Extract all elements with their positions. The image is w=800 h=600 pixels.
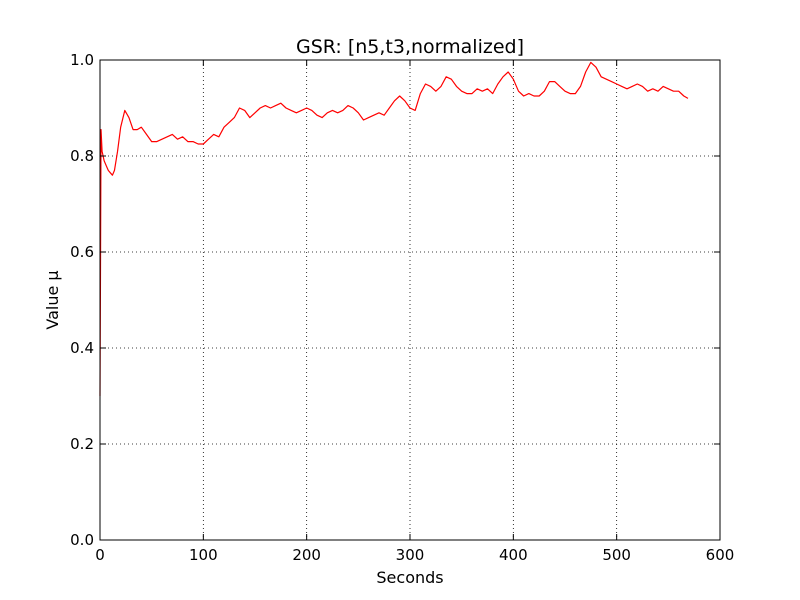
y-tick-label: 0.8 (70, 147, 94, 165)
x-tick-label: 100 (189, 546, 218, 564)
y-tick-label: 1.0 (70, 51, 94, 69)
y-axis-label: Value μ (43, 270, 62, 329)
y-tick-label: 0.6 (70, 243, 94, 261)
gsr-series-line (99, 61, 689, 397)
x-axis-label: Seconds (376, 568, 443, 587)
x-tick-label: 300 (396, 546, 425, 564)
x-tick-label: 500 (602, 546, 631, 564)
y-axis-ticks (100, 59, 720, 541)
y-tick-label: 0.2 (70, 435, 94, 453)
x-tick-label: 600 (706, 546, 735, 564)
y-tick-labels: 0.0 0.2 0.4 0.6 0.8 1.0 (70, 51, 94, 549)
x-axis-ticks (99, 60, 721, 540)
x-tick-labels: 0 100 200 300 400 500 600 (95, 546, 734, 564)
x-tick-label: 0 (95, 546, 105, 564)
y-tick-label: 0.4 (70, 339, 94, 357)
chart-title: GSR: [n5,t3,normalized] (296, 36, 524, 58)
x-tick-label: 400 (499, 546, 528, 564)
x-tick-label: 200 (292, 546, 321, 564)
y-tick-label: 0.0 (70, 531, 94, 549)
